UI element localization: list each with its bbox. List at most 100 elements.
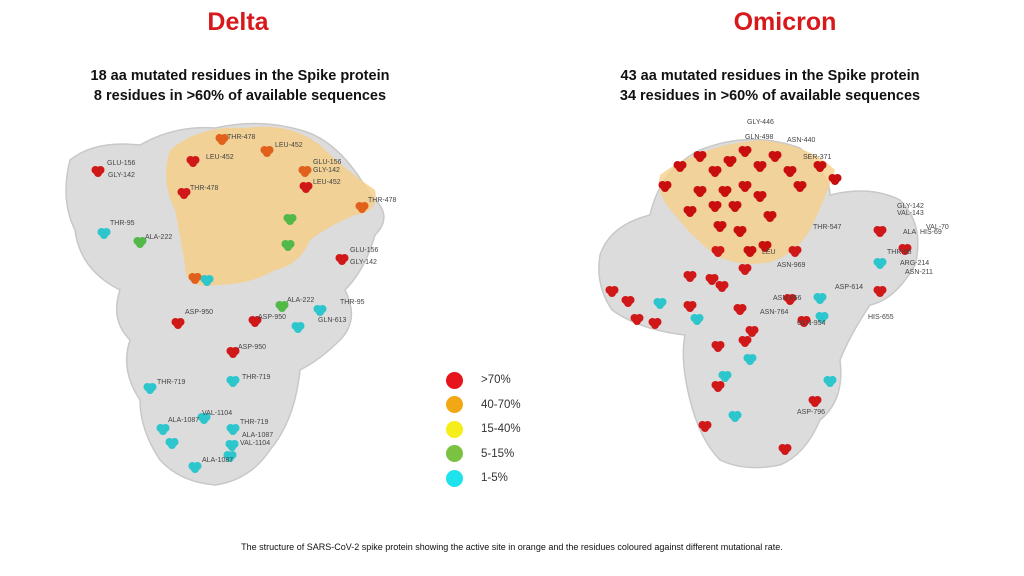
delta-title: Delta [207,8,269,36]
mutated-residue [193,462,202,470]
residue-label: ALA-222 [145,234,172,241]
residue-label: VAL-1104 [202,410,232,417]
mutated-residue [738,226,747,234]
legend-swatch [446,469,463,487]
residue-label: HIS-69 [920,229,942,236]
mutated-residue [176,318,185,326]
omicron-title: Omicron [733,8,837,36]
residue-label: THR-95 [887,249,912,256]
mutated-residue [231,376,240,384]
residue-label: ASP-950 [185,309,213,316]
residue-label: LEU-452 [206,154,234,161]
mutated-residue [182,188,191,196]
mutated-residue [635,314,644,322]
mutated-residue [161,424,170,432]
mutated-residue [610,286,619,294]
mutated-residue [733,411,742,419]
mutated-residue [286,240,295,248]
mutated-residue [713,201,722,209]
mutated-residue [768,211,777,219]
delta-summary: 18 aa mutated residues in the Spike prot… [30,66,450,106]
residue-label: GLU-156 [313,159,342,166]
residue-label: ALA-1087 [168,417,199,424]
residue-label: THR-719 [157,379,186,386]
residue-label: ASN-764 [760,309,789,316]
residue-label: LEU [762,249,776,256]
mutated-residue [193,273,202,281]
residue-label: ASP-796 [797,409,825,416]
residue-label: HIS-655 [868,314,894,321]
delta-prevalent-count: 8 residues in >60% of available sequence… [93,88,387,104]
mutated-residue [798,181,807,189]
mutated-residue [228,451,237,459]
delta-active-site [166,126,376,286]
residue-label: THR-547 [813,224,842,231]
mutated-residue [303,166,312,174]
mutated-residue [738,304,747,312]
omicron-protein-surface [598,138,919,469]
residue-label: ASN-440 [787,137,816,144]
mutated-residue [748,246,757,254]
mutated-residue [231,424,240,432]
delta-mutated-count: 18 aa mutated residues in the Spike prot… [90,68,390,84]
delta-spike-structure: THR-478LEU-452GLU-156GLY-142LEU-452GLU-1… [65,122,397,486]
mutated-residue [280,301,289,309]
legend-item: 5-15% [446,442,521,467]
residue-label: THR-95 [110,220,135,227]
mutated-residue [748,354,757,362]
mutated-residue [678,161,687,169]
residue-label: VAL-70 [926,224,949,231]
mutated-residue [688,271,697,279]
residue-label: THR-95 [340,299,365,306]
mutated-residue [663,181,672,189]
mutated-residue [743,264,752,272]
mutated-residue [773,151,782,159]
mutated-residue [688,301,697,309]
omicron-spike-structure: GLY-446 GLN-498 ASN-440 SER-371 THR-547 GLY-1… [598,119,949,469]
mutated-residue [716,246,725,254]
mutated-residue [878,286,887,294]
residue-label: GLY-142 [313,167,340,174]
mutated-residue [191,156,200,164]
mutated-residue [720,281,729,289]
mutated-residue [138,237,147,245]
mutated-residue [288,214,297,222]
mutated-residue [220,134,229,142]
mutated-residue [750,326,759,334]
mutated-residue [304,182,313,190]
mutated-residue [360,202,369,210]
residue-label: GLY-446 [747,119,774,126]
mutated-residue [763,241,772,249]
residue-label: ASP-950 [258,314,286,321]
residue-label: LEU-452 [275,142,303,149]
mutated-residue [743,181,752,189]
mutated-residue [723,371,732,379]
residue-label: ASP-950 [238,344,266,351]
mutated-residue [723,186,732,194]
omicron-summary: 43 aa mutated residues in the Spike prot… [560,66,980,106]
legend-label: >70% [481,374,511,387]
residue-label: ALA-222 [287,297,314,304]
residue-label: ASN-856 [773,295,802,302]
legend-swatch [446,396,463,414]
mutated-residue [96,166,105,174]
residue-label: THR-478 [227,134,256,141]
legend-label: 1-5% [481,472,508,485]
mutated-residue [102,228,111,236]
residue-label: GLU-156 [350,247,379,254]
mutated-residue [818,161,827,169]
residue-label: THR-719 [240,419,269,426]
residue-label: GLN-954 [797,320,826,327]
mutated-residue [903,244,912,252]
mutated-residue [170,438,179,446]
mutated-residue [205,275,214,283]
mutated-residue [703,421,712,429]
mutated-residue [820,312,829,320]
legend-label: 5-15% [481,447,515,460]
mutated-residue [743,336,752,344]
mutated-residue [743,146,752,154]
mutated-residue [318,305,327,313]
mutated-residue [818,293,827,301]
mutated-residue [626,296,635,304]
mutated-residue [653,318,662,326]
